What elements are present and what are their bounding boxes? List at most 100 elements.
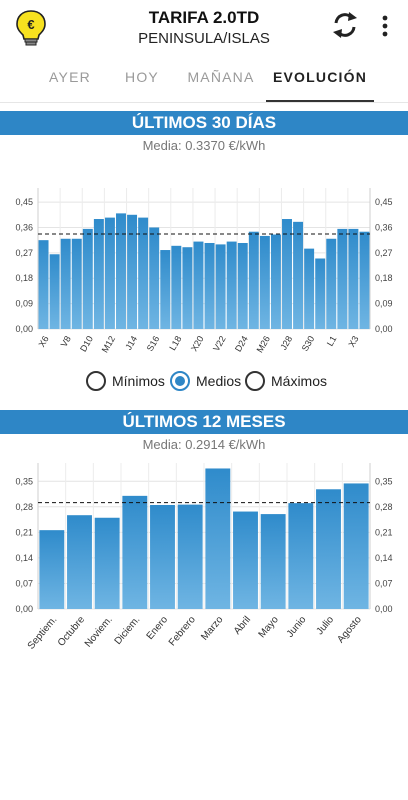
bar	[304, 248, 315, 329]
bar	[270, 234, 281, 329]
x-tick-label: Septiem.	[26, 614, 60, 651]
bar	[71, 238, 82, 329]
bar	[67, 515, 92, 609]
y-tick-label-left: 0,00	[15, 604, 33, 614]
tab-ayer[interactable]: AYER	[49, 69, 91, 85]
x-tick-label: D10	[78, 334, 95, 353]
bar	[94, 517, 120, 609]
y-tick-label-right: 0,18	[375, 273, 393, 283]
x-tick-label: X6	[37, 334, 51, 349]
x-tick-label: X20	[189, 334, 206, 353]
bar	[38, 240, 49, 329]
x-tick-label: Marzo	[199, 614, 226, 643]
divider	[0, 102, 408, 103]
x-tick-label: J14	[123, 334, 139, 352]
bar	[237, 242, 248, 329]
x-tick-label: Noviem.	[83, 614, 115, 649]
bar	[49, 254, 60, 329]
x-tick-label: Mayo	[257, 614, 281, 640]
bar	[93, 219, 104, 329]
bar	[326, 238, 337, 329]
radio-minimos[interactable]: Mínimos	[86, 368, 165, 394]
x-tick-label: V8	[59, 334, 73, 349]
radio-maximos[interactable]: Máximos	[245, 368, 327, 394]
y-tick-label-right: 0,28	[375, 502, 393, 512]
bar	[122, 495, 148, 609]
x-tick-label: Abril	[232, 614, 253, 636]
bar	[160, 250, 171, 329]
y-tick-label-left: 0,45	[15, 197, 33, 207]
x-tick-label: L18	[167, 334, 183, 352]
y-tick-label-left: 0,00	[15, 324, 33, 334]
sync-icon[interactable]	[330, 10, 360, 40]
x-tick-label: M26	[255, 334, 272, 354]
y-tick-label-right: 0,00	[375, 324, 393, 334]
x-tick-label: D24	[233, 334, 250, 353]
svg-text:€: €	[27, 17, 34, 32]
app-bar: € TARIFA 2.0TD PENINSULA/ISLAS	[0, 0, 408, 56]
tab-hoy[interactable]: HOY	[125, 69, 159, 85]
y-tick-label-right: 0,45	[375, 197, 393, 207]
bar	[149, 227, 160, 329]
y-tick-label-left: 0,35	[15, 476, 33, 486]
bar	[204, 242, 215, 329]
radio-label: Medios	[196, 373, 242, 389]
y-tick-label-right: 0,36	[375, 222, 393, 232]
bar	[337, 228, 348, 329]
stat-selector: Mínimos Medios Máximos	[0, 368, 408, 394]
bar	[343, 483, 369, 609]
x-tick-label: L1	[325, 334, 339, 348]
x-tick-label: S16	[145, 334, 162, 353]
more-vertical-icon[interactable]	[376, 12, 394, 40]
radio-label: Mínimos	[112, 373, 165, 389]
page-title: TARIFA 2.0TD	[148, 8, 260, 27]
bar	[260, 514, 286, 609]
bar	[171, 245, 182, 329]
bar	[259, 235, 270, 329]
bar	[60, 238, 71, 329]
y-tick-label-right: 0,27	[375, 248, 393, 258]
tab-manana[interactable]: MAÑANA	[187, 69, 255, 85]
radio-circle-selected	[170, 371, 190, 391]
y-tick-label-left: 0,21	[15, 527, 33, 537]
bar	[315, 258, 326, 329]
x-tick-label: Julio	[315, 614, 337, 637]
y-tick-label-right: 0,14	[375, 553, 393, 563]
bar	[39, 530, 65, 609]
bar	[348, 228, 359, 329]
bar	[288, 503, 314, 609]
x-tick-label: Agosto	[335, 614, 364, 645]
page-subtitle: PENINSULA/ISLAS	[138, 30, 270, 47]
bar	[193, 241, 204, 329]
radio-medios[interactable]: Medios	[170, 368, 241, 394]
y-tick-label-right: 0,00	[375, 604, 393, 614]
x-tick-label: J28	[278, 334, 294, 352]
y-tick-label-right: 0,35	[375, 476, 393, 486]
media-30-dias: Media: 0.3370 €/kWh	[142, 138, 266, 153]
x-tick-label: V22	[211, 334, 228, 353]
bar	[138, 217, 149, 329]
bar	[316, 489, 341, 609]
y-tick-label-right: 0,21	[375, 527, 393, 537]
x-tick-label: X3	[346, 334, 360, 349]
bar	[104, 217, 115, 329]
x-tick-label: Diciem.	[113, 614, 143, 647]
bar	[182, 247, 193, 329]
bar	[293, 221, 304, 329]
x-tick-label: S30	[300, 334, 317, 353]
radio-label: Máximos	[271, 373, 328, 389]
y-tick-label-left: 0,28	[15, 502, 33, 512]
bar	[177, 504, 203, 609]
x-tick-label: M12	[100, 334, 117, 354]
radio-circle	[245, 371, 265, 391]
y-tick-label-left: 0,07	[15, 578, 33, 588]
tab-evolucion[interactable]: EVOLUCIÓN	[266, 62, 374, 102]
bar	[127, 214, 138, 329]
y-tick-label-right: 0,09	[375, 299, 393, 309]
radio-circle	[86, 371, 106, 391]
chart-12-meses: 0,00 0,00 0,07 0,07 0,14 0,14 0,21 0,21 0,28 0,28…	[15, 463, 393, 652]
bar	[248, 231, 259, 329]
bar	[226, 241, 237, 329]
bar	[233, 511, 258, 609]
bar	[116, 213, 126, 329]
